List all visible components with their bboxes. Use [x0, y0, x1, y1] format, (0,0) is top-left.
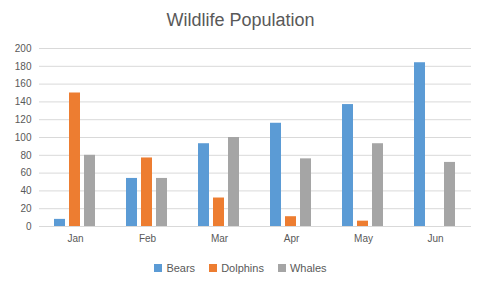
svg-text:40: 40	[20, 185, 32, 196]
svg-text:20: 20	[20, 203, 32, 214]
svg-text:180: 180	[15, 61, 32, 72]
html-text:Whales: Whales	[289, 262, 327, 274]
svg-text:160: 160	[15, 78, 32, 89]
svg-text:Mar: Mar	[211, 233, 229, 244]
svg-text:Jun: Jun	[427, 233, 443, 244]
svg-text:140: 140	[15, 96, 32, 107]
svg-text:Feb: Feb	[139, 233, 157, 244]
html-text:Bears: Bears	[166, 262, 196, 274]
svg-text:Jan: Jan	[67, 233, 83, 244]
svg-text:80: 80	[20, 150, 32, 161]
svg-text:100: 100	[15, 132, 32, 143]
html-text:Wildlife Population: Wildlife Population	[166, 10, 315, 30]
svg-text:May: May	[354, 233, 373, 244]
svg-text:120: 120	[15, 114, 32, 125]
html-text:Dolphins: Dolphins	[221, 262, 264, 274]
svg-text:0: 0	[26, 221, 32, 232]
svg-text:200: 200	[15, 43, 32, 54]
svg-text:Apr: Apr	[284, 233, 300, 244]
svg-text:60: 60	[20, 167, 32, 178]
